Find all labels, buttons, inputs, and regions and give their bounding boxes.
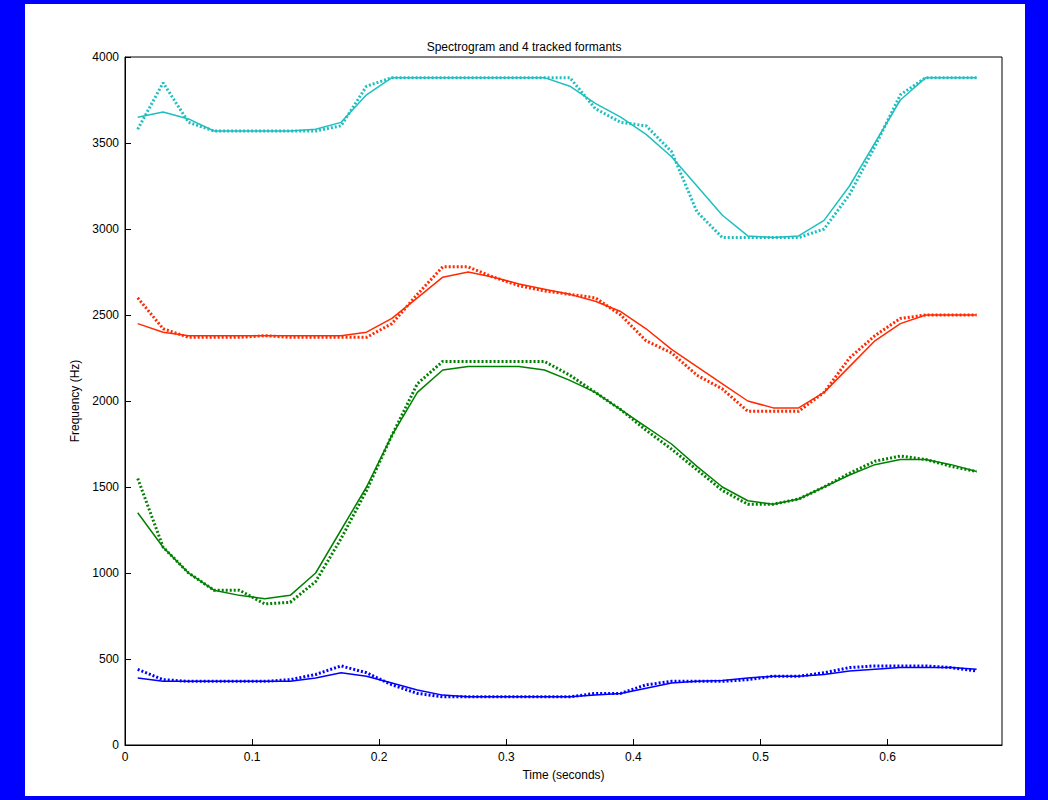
svg-text:0.6: 0.6 — [879, 750, 896, 764]
svg-text:2000: 2000 — [92, 394, 119, 408]
svg-text:0.4: 0.4 — [625, 750, 642, 764]
svg-text:0.5: 0.5 — [752, 750, 769, 764]
svg-text:Frequency (Hz): Frequency (Hz) — [68, 360, 82, 443]
svg-text:4000: 4000 — [92, 50, 119, 64]
svg-text:1000: 1000 — [92, 566, 119, 580]
svg-text:1500: 1500 — [92, 480, 119, 494]
svg-text:0: 0 — [122, 750, 129, 764]
svg-text:2500: 2500 — [92, 308, 119, 322]
svg-text:3000: 3000 — [92, 222, 119, 236]
svg-text:0.3: 0.3 — [498, 750, 515, 764]
svg-text:Time (seconds): Time (seconds) — [522, 768, 604, 782]
svg-text:Spectrogram and 4 tracked form: Spectrogram and 4 tracked formants — [427, 40, 622, 54]
svg-text:500: 500 — [99, 652, 119, 666]
svg-text:0.1: 0.1 — [244, 750, 261, 764]
svg-text:3500: 3500 — [92, 136, 119, 150]
svg-text:0: 0 — [112, 738, 119, 752]
svg-text:0.2: 0.2 — [371, 750, 388, 764]
